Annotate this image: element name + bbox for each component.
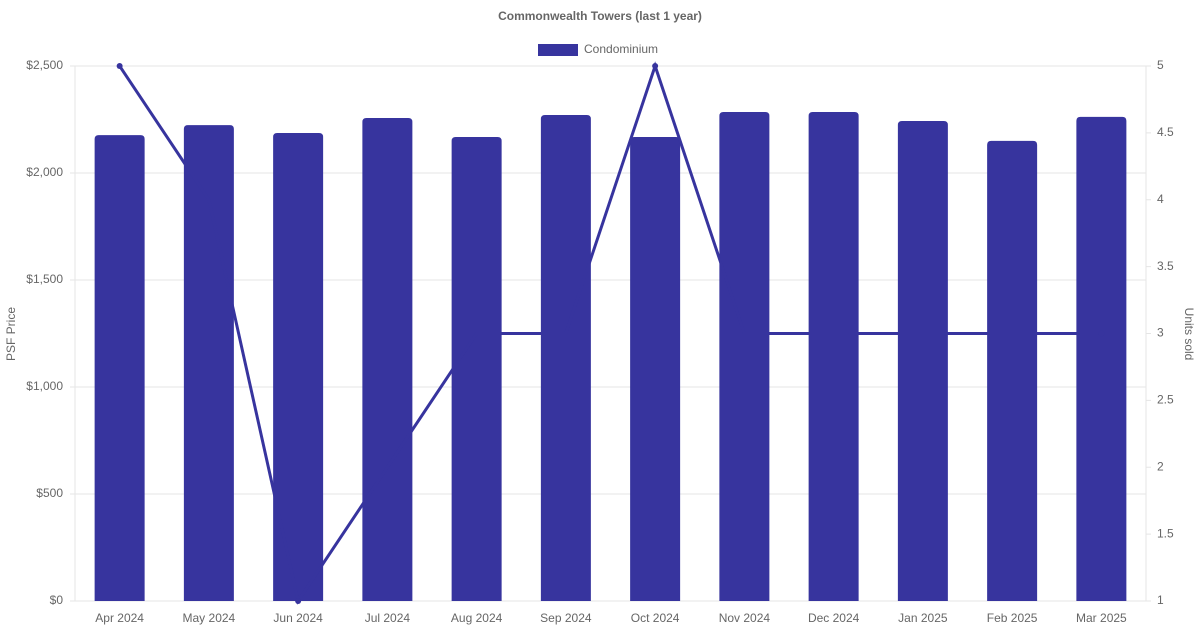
x-tick-label: Nov 2024 bbox=[719, 611, 771, 625]
x-tick-label: Feb 2025 bbox=[987, 611, 1038, 625]
y-tick-label: $2,500 bbox=[26, 58, 63, 72]
y2-tick-label: 1 bbox=[1157, 593, 1164, 607]
y2-tick-label: 4.5 bbox=[1157, 125, 1174, 139]
y-tick-label: $0 bbox=[50, 593, 64, 607]
bar bbox=[273, 132, 324, 601]
bar bbox=[630, 137, 681, 601]
y2-tick-label: 4 bbox=[1157, 192, 1164, 206]
bar bbox=[1076, 116, 1127, 601]
y2-tick-label: 1.5 bbox=[1157, 526, 1174, 540]
line-point bbox=[116, 63, 123, 69]
x-tick-label: Jul 2024 bbox=[365, 611, 411, 625]
y2-tick-label: 3.5 bbox=[1157, 259, 1174, 273]
bar bbox=[719, 112, 770, 601]
line bbox=[118, 61, 1102, 605]
line-point bbox=[1098, 330, 1105, 337]
bar bbox=[362, 118, 413, 601]
y2-tick-label: 2 bbox=[1157, 459, 1164, 473]
x-tick-label: May 2024 bbox=[183, 611, 236, 625]
x-tick-label: Oct 2024 bbox=[631, 611, 680, 625]
bar bbox=[183, 125, 234, 602]
y2-axis-label: Units sold bbox=[1182, 308, 1196, 361]
y2-tick-label: 2.5 bbox=[1157, 393, 1174, 407]
bar bbox=[987, 140, 1038, 601]
legend-label: Condominium bbox=[584, 42, 658, 56]
bar bbox=[540, 115, 591, 602]
x-tick-label: Aug 2024 bbox=[451, 611, 503, 625]
x-tick-label: Jun 2024 bbox=[273, 611, 323, 625]
y2-tick-label: 3 bbox=[1157, 326, 1164, 340]
line-point bbox=[652, 63, 659, 69]
bar bbox=[451, 137, 502, 601]
legend-swatch bbox=[538, 44, 578, 56]
bar bbox=[94, 135, 145, 601]
x-tick-label: Dec 2024 bbox=[808, 611, 860, 625]
line-point bbox=[295, 598, 302, 604]
y-tick-label: $500 bbox=[36, 486, 63, 500]
x-tick-label: Jan 2025 bbox=[898, 611, 948, 625]
y-tick-label: $1,000 bbox=[26, 379, 63, 393]
x-tick-label: Mar 2025 bbox=[1076, 611, 1127, 625]
y2-tick-label: 5 bbox=[1157, 58, 1164, 72]
y-tick-label: $1,500 bbox=[26, 272, 63, 286]
x-tick-label: Sep 2024 bbox=[540, 611, 592, 625]
x-tick-label: Apr 2024 bbox=[95, 611, 144, 625]
y-tick-label: $2,000 bbox=[26, 165, 63, 179]
y-axis-label: PSF Price bbox=[4, 307, 18, 361]
bar bbox=[897, 120, 948, 602]
bar bbox=[808, 112, 859, 601]
chart-title: Commonwealth Towers (last 1 year) bbox=[498, 9, 702, 23]
